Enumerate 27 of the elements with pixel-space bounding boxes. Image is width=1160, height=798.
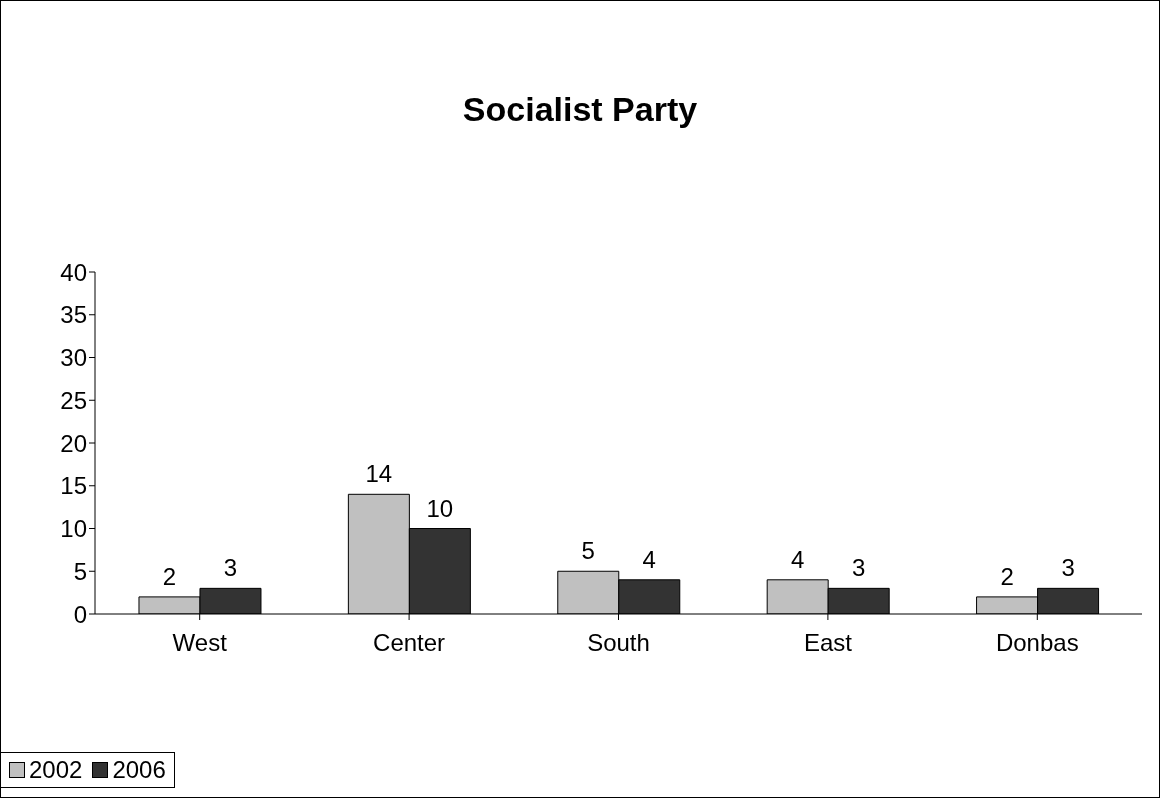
data-label: 4: [790, 545, 805, 573]
data-label: 3: [1061, 554, 1075, 582]
legend-label: 2002: [28, 756, 83, 784]
data-label: 10: [426, 494, 454, 522]
chart-title: Socialist Party: [461, 90, 699, 129]
data-label: 2: [162, 562, 177, 590]
data-label: 3: [223, 554, 238, 582]
y-tick-label: 30: [60, 344, 87, 372]
y-tick-label: 40: [60, 258, 87, 286]
x-tick-label: South: [587, 629, 650, 657]
legend-label: 2006: [111, 756, 166, 784]
data-label: 4: [642, 545, 656, 573]
x-tick-label: Donbas: [995, 629, 1079, 657]
data-label: 5: [581, 537, 595, 565]
data-label: 3: [851, 554, 866, 582]
x-tick-label: West: [172, 629, 228, 657]
y-tick-label: 15: [60, 472, 87, 500]
y-tick-label: 10: [60, 515, 87, 543]
x-tick-label: East: [803, 629, 853, 657]
y-tick-label: 25: [60, 386, 87, 414]
y-tick-label: 5: [73, 557, 87, 585]
data-label: 14: [365, 460, 393, 488]
data-label: 2: [1000, 562, 1014, 590]
y-tick-label: 35: [60, 301, 87, 329]
y-tick-label: 0: [73, 600, 87, 628]
x-tick-label: Center: [373, 629, 446, 657]
y-tick-label: 20: [60, 429, 87, 457]
